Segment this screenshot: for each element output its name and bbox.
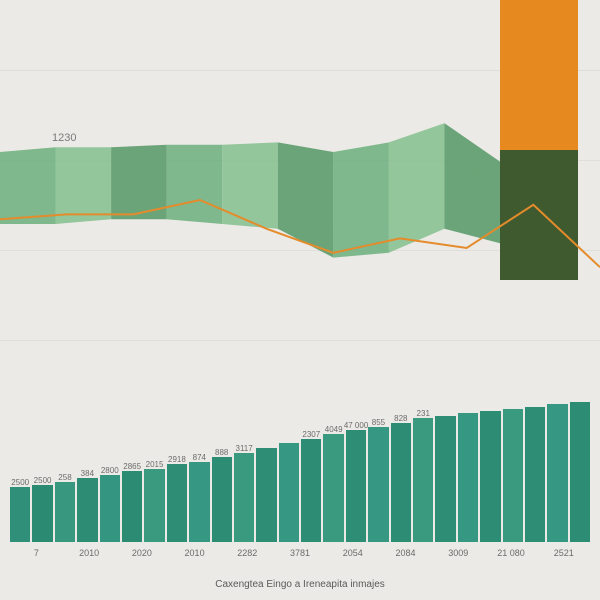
x-tick-label: 2010 <box>63 548 116 566</box>
bar-value-label: 47 000 <box>344 421 368 430</box>
bar: 384 <box>77 478 97 542</box>
bar-value-label: 4049 <box>325 425 343 434</box>
x-tick-label: 2521 <box>537 548 590 566</box>
bar <box>525 407 545 542</box>
bar <box>547 404 567 542</box>
bar: 2500 <box>10 487 30 542</box>
bar-value-label: 828 <box>394 414 407 423</box>
bar: 2865 <box>122 471 142 542</box>
bar: 855 <box>368 427 388 542</box>
bar <box>503 409 523 542</box>
x-tick-label: 7 <box>10 548 63 566</box>
bar <box>480 411 500 542</box>
bar-value-label: 2500 <box>11 478 29 487</box>
bar <box>458 413 478 542</box>
bar-value-label: 2865 <box>123 462 141 471</box>
bar-value-label: 2800 <box>101 466 119 475</box>
gridline <box>0 340 600 341</box>
x-tick-label: 2054 <box>326 548 379 566</box>
bar: 2500 <box>32 485 52 542</box>
bar <box>256 448 276 542</box>
x-tick-label: 2020 <box>115 548 168 566</box>
bar-value-label: 2015 <box>146 460 164 469</box>
bar-value-label: 2500 <box>34 476 52 485</box>
bar <box>570 402 590 542</box>
bar <box>279 443 299 542</box>
bar-value-label: 874 <box>193 453 206 462</box>
bar: 2015 <box>144 469 164 542</box>
bar-value-label: 3117 <box>235 444 252 453</box>
bar-value-label: 2918 <box>168 455 186 464</box>
x-tick-label: 2010 <box>168 548 221 566</box>
bottom-bar-chart: 2500250025838428002865201529188748883117… <box>10 402 590 542</box>
bar-value-label: 888 <box>215 448 228 457</box>
bar: 47 000 <box>346 430 366 542</box>
chart-caption: Caxengtea Eingo a Ireneapita inmajes <box>0 579 600 590</box>
bar-value-label: 2307 <box>302 430 320 439</box>
bar: 2918 <box>167 464 187 542</box>
bar: 258 <box>55 482 75 542</box>
chart-canvas: 35% 1230 2500250025838428002865201529188… <box>0 0 600 600</box>
trend-line <box>0 80 600 320</box>
x-tick-label: 21 080 <box>485 548 538 566</box>
bar: 231 <box>413 418 433 542</box>
x-tick-label: 2084 <box>379 548 432 566</box>
x-tick-label: 3781 <box>274 548 327 566</box>
bar: 828 <box>391 423 411 542</box>
bar: 4049 <box>323 434 343 542</box>
x-tick-label: 3009 <box>432 548 485 566</box>
x-tick-label: 2282 <box>221 548 274 566</box>
bar: 2800 <box>100 475 120 542</box>
x-axis: 72010202020102282378120542084300921 0802… <box>10 548 590 566</box>
bar: 3117 <box>234 453 254 543</box>
bar: 874 <box>189 462 209 542</box>
bar: 888 <box>212 457 232 542</box>
bar-value-label: 384 <box>81 469 94 478</box>
bar-value-label: 258 <box>58 473 71 482</box>
bar <box>435 416 455 542</box>
bar-value-label: 231 <box>417 409 430 418</box>
bar: 2307 <box>301 439 321 542</box>
bar-value-label: 855 <box>372 418 385 427</box>
area-value-label: 1230 <box>52 132 76 144</box>
